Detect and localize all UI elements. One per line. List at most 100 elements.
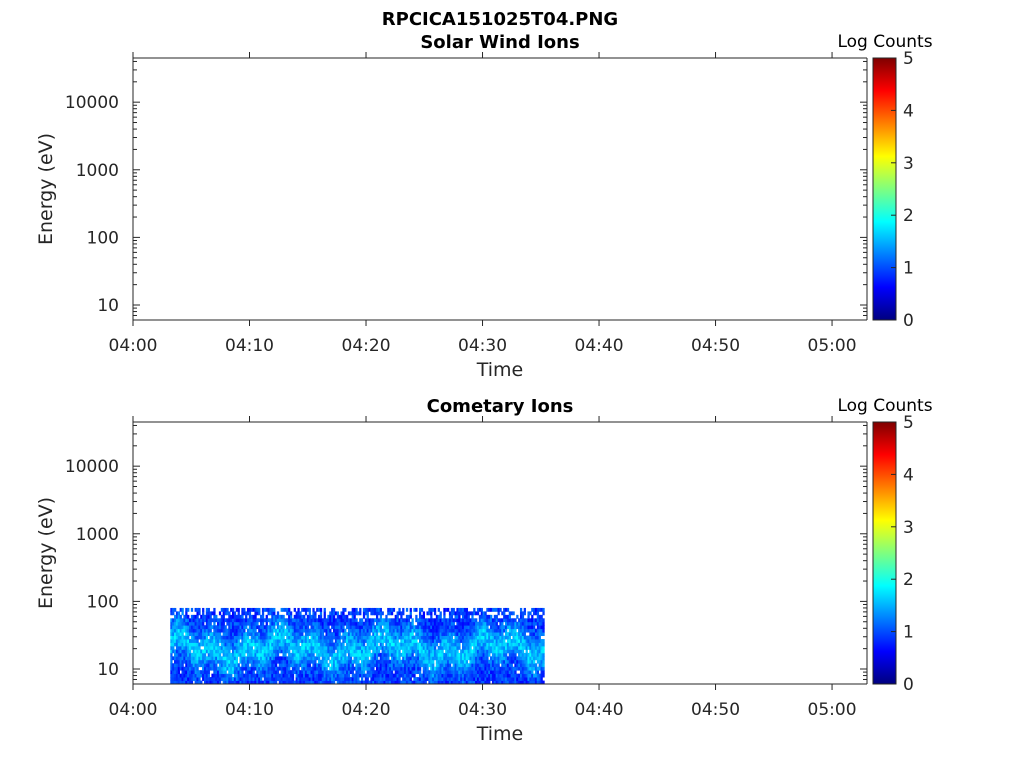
heatmap-cell	[275, 645, 278, 650]
heatmap-cell	[205, 642, 209, 647]
heatmap-cell	[471, 666, 474, 671]
heatmap-cell	[493, 607, 497, 612]
heatmap-cell	[488, 663, 491, 668]
heatmap-cell	[359, 618, 362, 623]
heatmap-cell	[297, 673, 300, 678]
heatmap-cell	[491, 680, 495, 685]
heatmap-cell	[428, 642, 431, 647]
heatmap-cell	[347, 639, 351, 643]
heatmap-cell	[540, 614, 543, 619]
heatmap-cell	[332, 680, 336, 685]
heatmap-cell	[536, 666, 540, 671]
heatmap-cell	[349, 659, 353, 664]
heatmap-cell	[248, 666, 252, 671]
heatmap-cell	[304, 611, 308, 616]
heatmap-cell	[278, 680, 282, 685]
heatmap-cell	[452, 621, 455, 626]
heatmap-cell	[374, 642, 377, 647]
heatmap-cell	[385, 618, 388, 623]
heatmap-cell	[321, 652, 325, 657]
heatmap-cell	[245, 659, 248, 664]
heatmap-cell	[304, 618, 308, 623]
heatmap-cell	[506, 656, 510, 661]
heatmap-cell	[445, 652, 448, 657]
heatmap-cell	[209, 656, 212, 661]
heatmap-cell	[473, 680, 476, 685]
heatmap-cell	[179, 628, 182, 633]
heatmap-cell	[181, 659, 184, 664]
heatmap-cell	[501, 670, 504, 675]
heatmap-cell	[488, 680, 491, 685]
heatmap-cell	[486, 652, 489, 657]
heatmap-cell	[533, 652, 536, 657]
heatmap-cell	[217, 666, 220, 671]
heatmap-cell	[482, 632, 485, 636]
heatmap-cell	[448, 677, 452, 681]
colorbar-tick-label: 2	[903, 570, 914, 590]
heatmap-cell	[448, 625, 452, 630]
heatmap-cell	[525, 673, 528, 678]
heatmap-cell	[506, 666, 510, 671]
heatmap-cell	[170, 632, 173, 636]
heatmap-cell	[445, 680, 448, 685]
heatmap-cell	[312, 656, 315, 661]
heatmap-cell	[226, 635, 229, 640]
heatmap-cell	[202, 663, 205, 668]
heatmap-cell	[462, 673, 465, 678]
heatmap-cell	[400, 621, 403, 626]
heatmap-cell	[237, 649, 240, 654]
heatmap-cell	[469, 611, 472, 616]
heatmap-cell	[256, 666, 259, 671]
heatmap-cell	[491, 666, 495, 671]
heatmap-cell	[220, 677, 224, 681]
heatmap-cell	[323, 618, 326, 623]
heatmap-cell	[432, 628, 435, 633]
heatmap-cell	[533, 618, 536, 623]
heatmap-cell	[428, 607, 431, 612]
heatmap-cell	[430, 652, 433, 657]
heatmap-cell	[239, 645, 242, 650]
heatmap-cell	[252, 649, 255, 654]
heatmap-cell	[364, 632, 368, 636]
heatmap-cell	[491, 618, 495, 623]
heatmap-cell	[194, 663, 197, 668]
heatmap-cell	[246, 642, 250, 647]
heatmap-cell	[467, 611, 470, 616]
heatmap-cell	[536, 628, 540, 633]
heatmap-cell	[503, 607, 506, 612]
heatmap-cell	[402, 607, 405, 612]
heatmap-cell	[450, 670, 454, 675]
heatmap-cell	[263, 618, 267, 623]
heatmap-cell	[342, 632, 345, 636]
heatmap-cell	[452, 680, 455, 685]
heatmap-cell	[174, 607, 177, 612]
heatmap-cell	[448, 673, 452, 678]
heatmap-cell	[338, 673, 341, 678]
heatmap-cell	[454, 666, 457, 671]
heatmap-cell	[409, 611, 412, 616]
heatmap-cell	[190, 618, 194, 623]
heatmap-cell	[215, 642, 218, 647]
heatmap-cell	[495, 639, 498, 643]
heatmap-cell	[529, 645, 532, 650]
heatmap-cell	[332, 607, 336, 612]
heatmap-cell	[508, 618, 512, 623]
heatmap-cell	[519, 607, 523, 612]
heatmap-cell	[488, 670, 491, 675]
heatmap-cell	[235, 628, 238, 633]
heatmap-cell	[480, 632, 483, 636]
heatmap-cell	[318, 652, 321, 657]
heatmap-cell	[282, 645, 285, 650]
heatmap-cell	[314, 656, 317, 661]
heatmap-cell	[192, 659, 195, 664]
heatmap-cell	[275, 649, 278, 654]
heatmap-cell	[533, 611, 536, 616]
heatmap-cell	[217, 632, 220, 636]
heatmap-cell	[245, 677, 248, 681]
heatmap-cell	[177, 625, 181, 630]
heatmap-cell	[246, 635, 250, 640]
heatmap-cell	[422, 670, 425, 675]
heatmap-cell	[482, 618, 485, 623]
heatmap-cell	[521, 642, 525, 647]
heatmap-cell	[366, 639, 369, 643]
